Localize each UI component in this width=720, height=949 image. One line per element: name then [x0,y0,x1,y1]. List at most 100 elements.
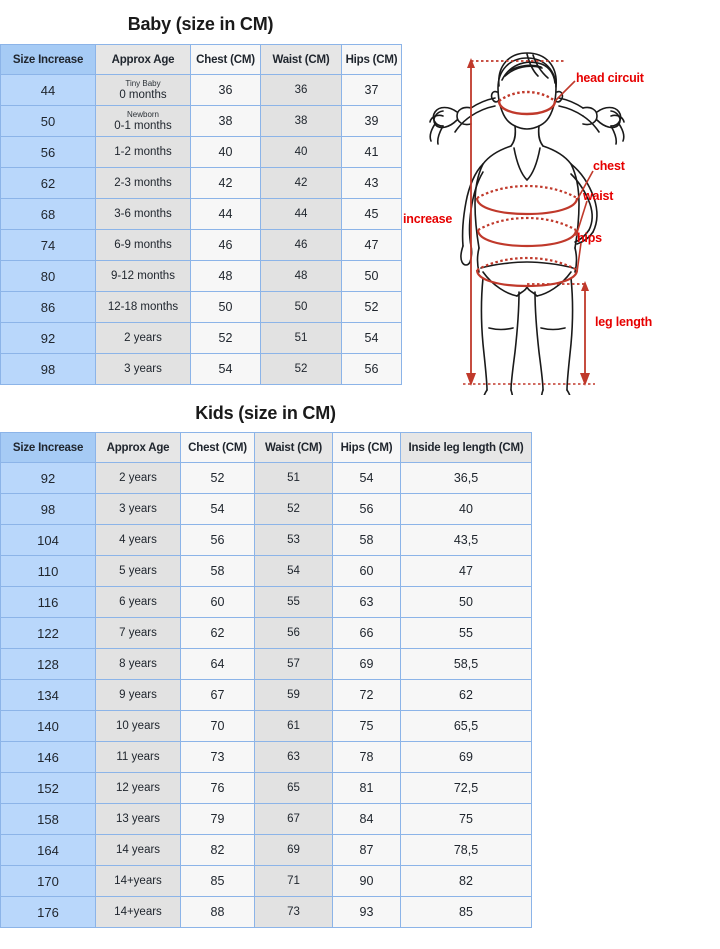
cell-hips: 56 [341,353,402,385]
table-row: 74 6-9 months 46 46 47 [0,229,402,261]
table-row: 50 Newborn 0-1 months 38 38 39 [0,105,402,137]
cell-size-increase: 128 [0,648,96,680]
cell-chest: 82 [180,834,255,866]
table-row: 98 3 years 54 52 56 40 [0,493,532,525]
cell-approx-age: 9-12 months [95,260,191,292]
cell-chest: 62 [180,617,255,649]
cell-inside-leg: 40 [400,493,532,525]
table-row: 92 2 years 52 51 54 [0,322,402,354]
age-value: 0 months [119,88,167,101]
cell-approx-age: 6-9 months [95,229,191,261]
waist-measure-ellipse [476,216,578,248]
cell-approx-age: 10 years [95,710,181,742]
cell-size-increase: 104 [0,524,96,556]
cell-hips: 41 [341,136,402,168]
cell-waist: 48 [260,260,342,292]
table-row: 152 12 years 76 65 81 72,5 [0,772,532,804]
age-value: 0-1 months [114,119,172,132]
cell-hips: 54 [341,322,402,354]
cell-chest: 58 [180,555,255,587]
cell-size-increase: 158 [0,803,96,835]
cell-hips: 45 [341,198,402,230]
cell-waist: 63 [254,741,333,773]
cell-waist: 52 [260,353,342,385]
cell-size-increase: 62 [0,167,96,199]
cell-approx-age: 6 years [95,586,181,618]
cell-size-increase: 152 [0,772,96,804]
cell-size-increase: 80 [0,260,96,292]
cell-hips: 52 [341,291,402,323]
cell-hips: 66 [332,617,401,649]
table-row: 86 12-18 months 50 50 52 [0,291,402,323]
cell-approx-age: Tiny Baby 0 months [95,74,191,106]
table-row: 116 6 years 60 55 63 50 [0,586,532,618]
cell-size-increase: 170 [0,865,96,897]
cell-waist: 53 [254,524,333,556]
cell-inside-leg: 82 [400,865,532,897]
cell-waist: 67 [254,803,333,835]
cell-size-increase: 134 [0,679,96,711]
cell-inside-leg: 75 [400,803,532,835]
cell-waist: 56 [254,617,333,649]
table-row: 56 1-2 months 40 40 41 [0,136,402,168]
cell-inside-leg: 62 [400,679,532,711]
head-measure-ellipse [497,90,557,116]
increase-dimension [466,58,565,386]
table-row: 98 3 years 54 52 56 [0,353,402,385]
cell-hips: 56 [332,493,401,525]
baby-header-hips: Hips (CM) [341,44,402,75]
cell-size-increase: 122 [0,617,96,649]
cell-hips: 75 [332,710,401,742]
table-row: 44 Tiny Baby 0 months 36 36 37 [0,74,402,106]
cell-chest: 73 [180,741,255,773]
cell-size-increase: 74 [0,229,96,261]
cell-hips: 84 [332,803,401,835]
cell-inside-leg: 36,5 [400,462,532,494]
cell-approx-age: 12-18 months [95,291,191,323]
cell-approx-age: 13 years [95,803,181,835]
cell-hips: 69 [332,648,401,680]
cell-size-increase: 140 [0,710,96,742]
cell-waist: 44 [260,198,342,230]
table-row: 170 14+years 85 71 90 82 [0,865,532,897]
cell-hips: 54 [332,462,401,494]
kids-header-chest: Chest (CM) [180,432,255,463]
cell-inside-leg: 78,5 [400,834,532,866]
kids-header-approx-age: Approx Age [95,432,181,463]
cell-inside-leg: 72,5 [400,772,532,804]
cell-hips: 78 [332,741,401,773]
cell-chest: 38 [190,105,261,137]
kids-header-size-increase: Size Increase [0,432,96,463]
table-row: 158 13 years 79 67 84 75 [0,803,532,835]
cell-chest: 70 [180,710,255,742]
cell-size-increase: 98 [0,493,96,525]
cell-waist: 36 [260,74,342,106]
cell-size-increase: 116 [0,586,96,618]
kids-header-waist: Waist (CM) [254,432,333,463]
cell-approx-age: 7 years [95,617,181,649]
cell-approx-age: 3-6 months [95,198,191,230]
table-row: 146 11 years 73 63 78 69 [0,741,532,773]
cell-hips: 58 [332,524,401,556]
cell-size-increase: 44 [0,74,96,106]
cell-approx-age: 2 years [95,462,181,494]
label-waist: waist [583,189,614,203]
cell-waist: 54 [254,555,333,587]
baby-table-header-row: Size Increase Approx Age Chest (CM) Wais… [0,44,402,75]
cell-waist: 51 [254,462,333,494]
cell-waist: 50 [260,291,342,323]
cell-waist: 73 [254,896,333,928]
cell-chest: 54 [190,353,261,385]
cell-inside-leg: 85 [400,896,532,928]
cell-waist: 51 [260,322,342,354]
baby-size-table: Size Increase Approx Age Chest (CM) Wais… [0,44,402,385]
cell-waist: 40 [260,136,342,168]
cell-size-increase: 50 [0,105,96,137]
table-row: 122 7 years 62 56 66 55 [0,617,532,649]
cell-waist: 46 [260,229,342,261]
table-row: 110 5 years 58 54 60 47 [0,555,532,587]
cell-chest: 85 [180,865,255,897]
cell-size-increase: 92 [0,462,96,494]
cell-hips: 37 [341,74,402,106]
